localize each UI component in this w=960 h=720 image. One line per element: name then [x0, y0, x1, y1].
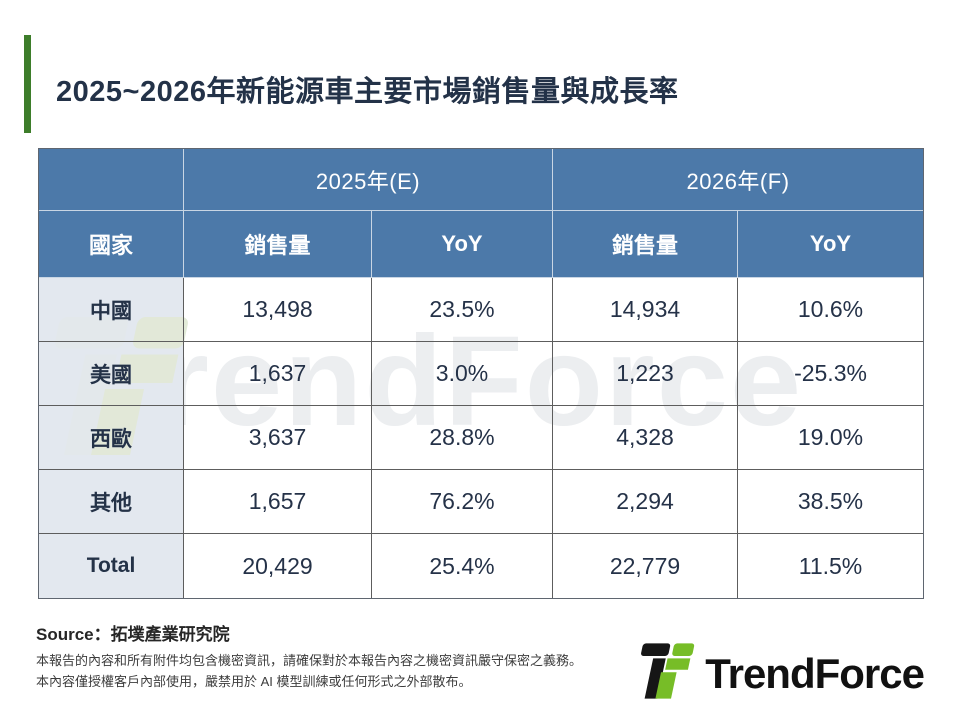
table-header-group-row: 2025年(E) 2026年(F) [39, 149, 924, 211]
cell-yoy-2026: 19.0% [738, 406, 924, 470]
table-row-others: 其他 1,657 76.2% 2,294 38.5% [39, 470, 924, 534]
cell-sales-2026: 4,328 [553, 406, 738, 470]
cell-yoy-2025: 3.0% [372, 342, 553, 406]
page-title: 2025~2026年新能源車主要市場銷售量與成長率 [56, 76, 679, 108]
cell-sales-2025: 3,637 [184, 406, 372, 470]
cell-yoy-2025: 23.5% [372, 278, 553, 342]
table-header-row: 國家 銷售量 YoY 銷售量 YoY [39, 211, 924, 278]
cell-yoy-2025: 28.8% [372, 406, 553, 470]
confidentiality-footnotes: 本報告的內容和所有附件均包含機密資訊，請確保對於本報告內容之機密資訊嚴守保密之義… [36, 650, 582, 692]
cell-sales-2026: 2,294 [553, 470, 738, 534]
table-row-china: 中國 13,498 23.5% 14,934 10.6% [39, 278, 924, 342]
column-header-yoy-2025: YoY [372, 211, 553, 278]
cell-sales-2026: 1,223 [553, 342, 738, 406]
cell-country: 西歐 [39, 406, 184, 470]
trendforce-logo-text: TrendForce [705, 649, 925, 697]
column-header-sales-2025: 銷售量 [184, 211, 372, 278]
footnote-line-2: 本內容僅授權客戶內部使用，嚴禁用於 AI 模型訓練或任何形式之外部散布。 [36, 674, 472, 689]
cell-yoy-2026: -25.3% [738, 342, 924, 406]
trendforce-logo-mark-icon [635, 642, 695, 705]
footnote-line-1: 本報告的內容和所有附件均包含機密資訊，請確保對於本報告內容之機密資訊嚴守保密之義… [36, 653, 583, 668]
table-row-western-europe: 西歐 3,637 28.8% 4,328 19.0% [39, 406, 924, 470]
column-group-2025: 2025年(E) [184, 149, 553, 211]
cell-yoy-2025: 76.2% [372, 470, 553, 534]
cell-yoy-2025: 25.4% [372, 534, 553, 598]
cell-sales-2026: 22,779 [553, 534, 738, 598]
cell-sales-2026: 14,934 [553, 278, 738, 342]
cell-sales-2025: 20,429 [184, 534, 372, 598]
column-group-2026: 2026年(F) [553, 149, 924, 211]
cell-sales-2025: 1,637 [184, 342, 372, 406]
source-label: Source：拓墣產業研究院 [36, 625, 230, 644]
sales-table: 2025年(E) 2026年(F) 國家 銷售量 YoY 銷售量 YoY 中國 … [38, 148, 925, 599]
column-header-yoy-2026: YoY [738, 211, 924, 278]
cell-country: 中國 [39, 278, 184, 342]
column-header-sales-2026: 銷售量 [553, 211, 738, 278]
table-row-total: Total 20,429 25.4% 22,779 11.5% [39, 534, 924, 598]
cell-sales-2025: 1,657 [184, 470, 372, 534]
table-row-us: 美國 1,637 3.0% 1,223 -25.3% [39, 342, 924, 406]
column-header-country: 國家 [39, 211, 184, 278]
cell-sales-2025: 13,498 [184, 278, 372, 342]
sales-table-container: 2025年(E) 2026年(F) 國家 銷售量 YoY 銷售量 YoY 中國 … [38, 148, 925, 599]
cell-country: 其他 [39, 470, 184, 534]
trendforce-logo: TrendForce [635, 642, 925, 705]
cell-yoy-2026: 11.5% [738, 534, 924, 598]
cell-yoy-2026: 10.6% [738, 278, 924, 342]
corner-cell [39, 149, 184, 211]
title-accent-bar [24, 35, 31, 133]
cell-country: 美國 [39, 342, 184, 406]
cell-country: Total [39, 534, 184, 598]
cell-yoy-2026: 38.5% [738, 470, 924, 534]
